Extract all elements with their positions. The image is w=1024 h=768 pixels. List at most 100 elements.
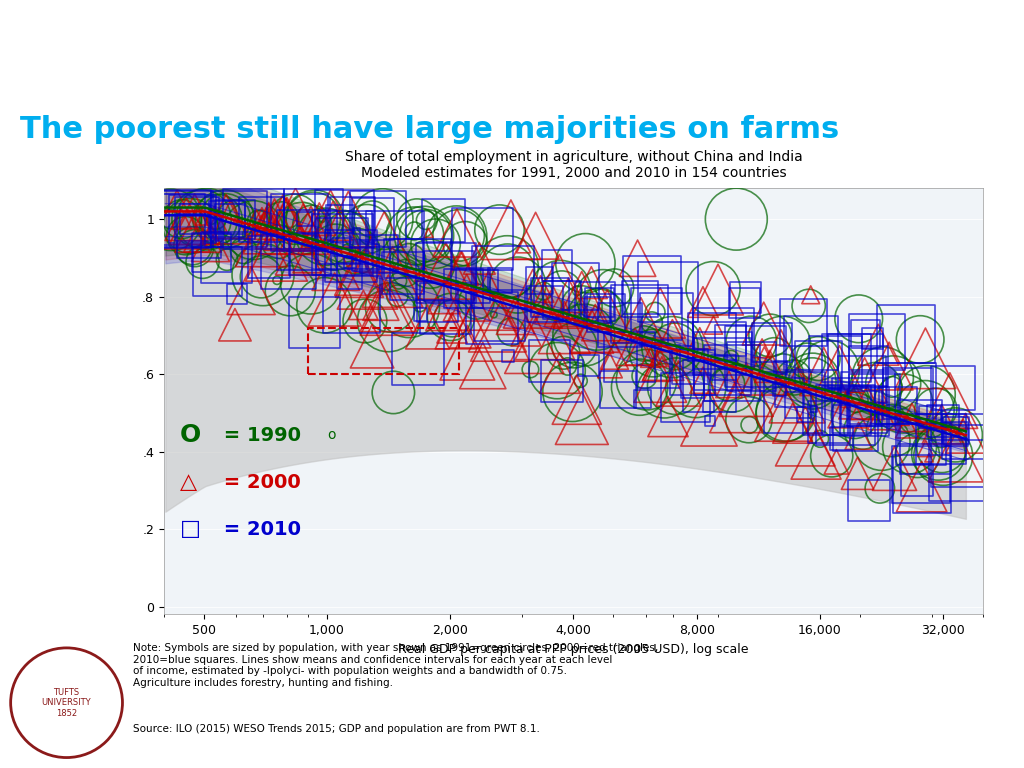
Point <box>710 283 726 296</box>
Point <box>317 230 334 243</box>
Point <box>762 329 778 342</box>
Point <box>380 297 396 310</box>
Point <box>391 253 408 266</box>
Point <box>305 213 322 225</box>
Point <box>334 241 350 253</box>
Point <box>169 214 185 226</box>
Point <box>218 251 234 263</box>
Point <box>820 416 837 429</box>
Point <box>204 213 220 225</box>
Point <box>226 319 243 331</box>
Point <box>385 386 401 399</box>
Point <box>274 216 291 228</box>
Point <box>314 213 331 225</box>
Point <box>933 432 949 445</box>
Point <box>659 286 676 298</box>
Point <box>244 228 260 240</box>
Point <box>912 468 929 481</box>
Point <box>724 382 740 395</box>
Point <box>219 253 236 266</box>
Point <box>518 325 535 337</box>
Point <box>705 331 721 343</box>
Point <box>930 447 946 459</box>
Point <box>210 265 226 277</box>
Point <box>737 291 754 303</box>
Point <box>756 365 772 377</box>
Point <box>890 399 906 412</box>
Text: agriculture: agriculture <box>779 66 857 79</box>
Point <box>260 213 276 225</box>
Point <box>803 336 819 349</box>
Point <box>804 376 820 388</box>
Point <box>817 406 834 419</box>
Point <box>655 354 672 366</box>
Point <box>781 387 798 399</box>
Point <box>254 213 270 225</box>
Point <box>928 403 944 415</box>
Point <box>934 442 950 454</box>
Point <box>230 213 247 225</box>
Point <box>413 308 429 320</box>
Point <box>447 322 464 334</box>
Point <box>390 275 407 287</box>
Point <box>303 277 319 290</box>
Point <box>774 369 791 381</box>
Text: △: △ <box>180 472 198 492</box>
Point <box>412 300 428 312</box>
Point <box>449 227 465 239</box>
Point <box>687 382 703 394</box>
Point <box>904 412 921 424</box>
Point <box>288 213 304 225</box>
Point <box>273 213 290 225</box>
Point <box>721 379 737 391</box>
Point <box>344 298 360 310</box>
Point <box>532 283 549 295</box>
Point <box>838 396 854 409</box>
Point <box>327 293 343 306</box>
Point <box>913 478 930 490</box>
Point <box>645 347 662 359</box>
Point <box>766 351 782 363</box>
Point <box>279 220 295 232</box>
Point <box>901 441 918 453</box>
Point <box>918 442 934 455</box>
Point <box>827 356 844 369</box>
Point <box>591 296 607 309</box>
Point <box>335 230 351 243</box>
Point <box>492 223 508 236</box>
Point <box>918 353 934 365</box>
Point <box>545 299 561 311</box>
Point <box>849 467 865 479</box>
Point <box>536 285 552 297</box>
Point <box>695 374 712 386</box>
Point <box>632 381 648 393</box>
Point <box>306 316 323 329</box>
Point <box>851 313 867 325</box>
Point <box>248 213 264 225</box>
Point <box>394 266 411 279</box>
Point <box>598 307 614 319</box>
Point <box>337 231 353 243</box>
Point <box>953 450 970 462</box>
Point <box>644 279 660 291</box>
Point <box>855 424 871 436</box>
Point <box>334 238 350 250</box>
Point <box>420 227 436 239</box>
Point <box>459 292 475 304</box>
Point <box>884 381 900 393</box>
Point <box>715 355 731 367</box>
Point <box>956 430 973 442</box>
Point <box>894 412 910 425</box>
Point <box>303 213 319 225</box>
Point <box>909 449 926 462</box>
Point <box>302 248 318 260</box>
Point <box>828 455 845 468</box>
Point <box>219 213 236 225</box>
Point <box>848 396 864 409</box>
Point <box>898 328 914 340</box>
Text: of Nutrition Science and Policy: of Nutrition Science and Policy <box>20 63 180 73</box>
Point <box>775 406 792 419</box>
Point <box>788 389 805 401</box>
Text: Nutrition transition and agricultural transformation: Nutrition transition and agricultural tr… <box>413 17 857 35</box>
Point <box>848 395 864 407</box>
